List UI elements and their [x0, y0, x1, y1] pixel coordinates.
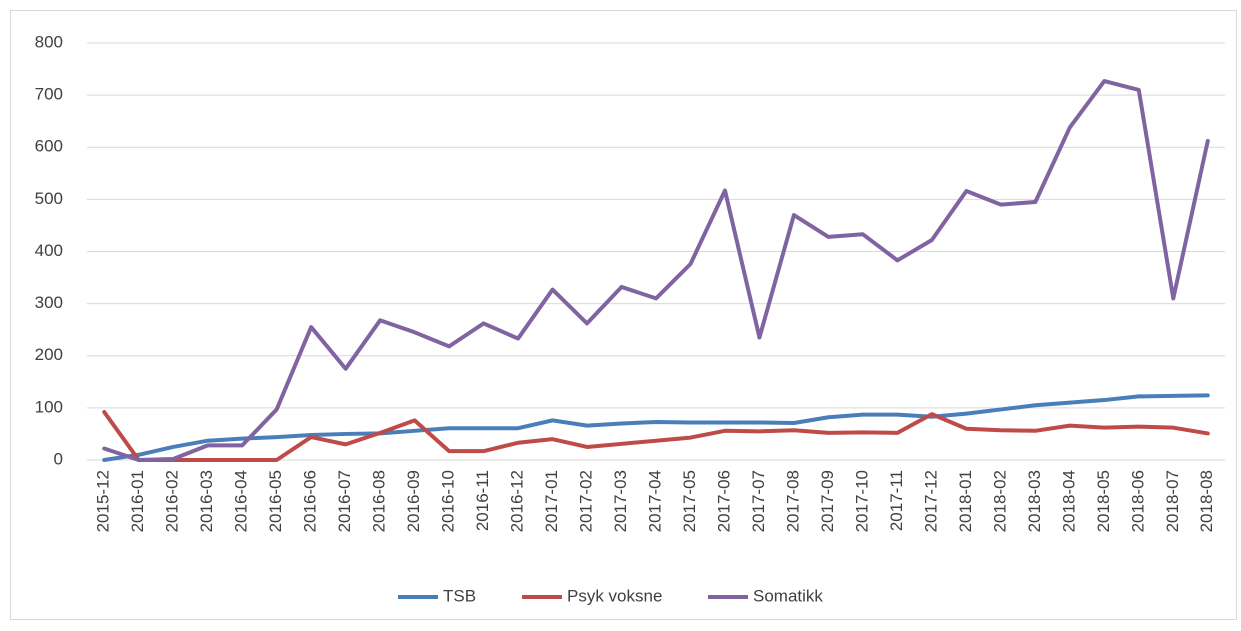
y-tick-label: 500 — [35, 189, 63, 208]
x-tick-label: 2018-05 — [1094, 470, 1113, 532]
x-tick-label: 2017-07 — [749, 470, 768, 532]
y-tick-label: 800 — [35, 32, 63, 51]
y-tick-label: 600 — [35, 137, 63, 156]
x-tick-label: 2018-07 — [1163, 470, 1182, 532]
x-tick-label: 2017-06 — [714, 470, 733, 532]
x-tick-label: 2016-01 — [128, 470, 147, 532]
x-tick-label: 2017-09 — [818, 470, 837, 532]
chart-border — [10, 10, 1237, 620]
x-tick-label: 2017-08 — [783, 470, 802, 532]
legend-label: Somatikk — [753, 586, 823, 605]
x-tick-label: 2016-04 — [232, 470, 251, 532]
line-series — [102, 393, 1210, 462]
x-tick-label: 2016-11 — [473, 470, 492, 531]
x-tick-label: 2017-01 — [542, 470, 561, 532]
x-tick-label: 2016-06 — [301, 470, 320, 532]
x-tick-label: 2018-03 — [1025, 470, 1044, 532]
x-tick-label: 2016-10 — [439, 470, 458, 532]
y-tick-label: 400 — [35, 241, 63, 260]
x-tick-label: 2018-01 — [956, 470, 975, 532]
x-tick-label: 2017-04 — [645, 470, 664, 532]
legend-label: TSB — [443, 586, 476, 605]
line-series — [102, 410, 1210, 462]
y-tick-label: 700 — [35, 85, 63, 104]
y-tick-label: 300 — [35, 293, 63, 312]
x-tick-label: 2018-04 — [1059, 470, 1078, 532]
x-tick-label: 2016-08 — [370, 470, 389, 532]
line-series — [102, 79, 1210, 462]
x-tick-label: 2018-08 — [1197, 470, 1216, 532]
legend-label: Psyk voksne — [567, 586, 662, 605]
x-tick-label: 2016-03 — [197, 470, 216, 532]
x-tick-label: 2017-11 — [887, 470, 906, 531]
x-tick-label: 2016-12 — [508, 470, 527, 532]
x-tick-label: 2015-12 — [94, 470, 113, 532]
x-tick-label: 2017-12 — [921, 470, 940, 532]
x-tick-label: 2017-02 — [577, 470, 596, 532]
y-tick-label: 200 — [35, 345, 63, 364]
x-tick-label: 2018-06 — [1128, 470, 1147, 532]
x-tick-label: 2016-07 — [335, 470, 354, 532]
x-tick-label: 2016-02 — [163, 470, 182, 532]
x-tick-label: 2017-03 — [611, 470, 630, 532]
x-tick-label: 2018-02 — [990, 470, 1009, 532]
x-tick-label: 2017-10 — [852, 470, 871, 532]
y-tick-label: 0 — [54, 449, 63, 468]
x-tick-label: 2017-05 — [680, 470, 699, 532]
x-tick-label: 2016-09 — [404, 470, 423, 532]
x-tick-label: 2016-05 — [266, 470, 285, 532]
y-tick-label: 100 — [35, 397, 63, 416]
